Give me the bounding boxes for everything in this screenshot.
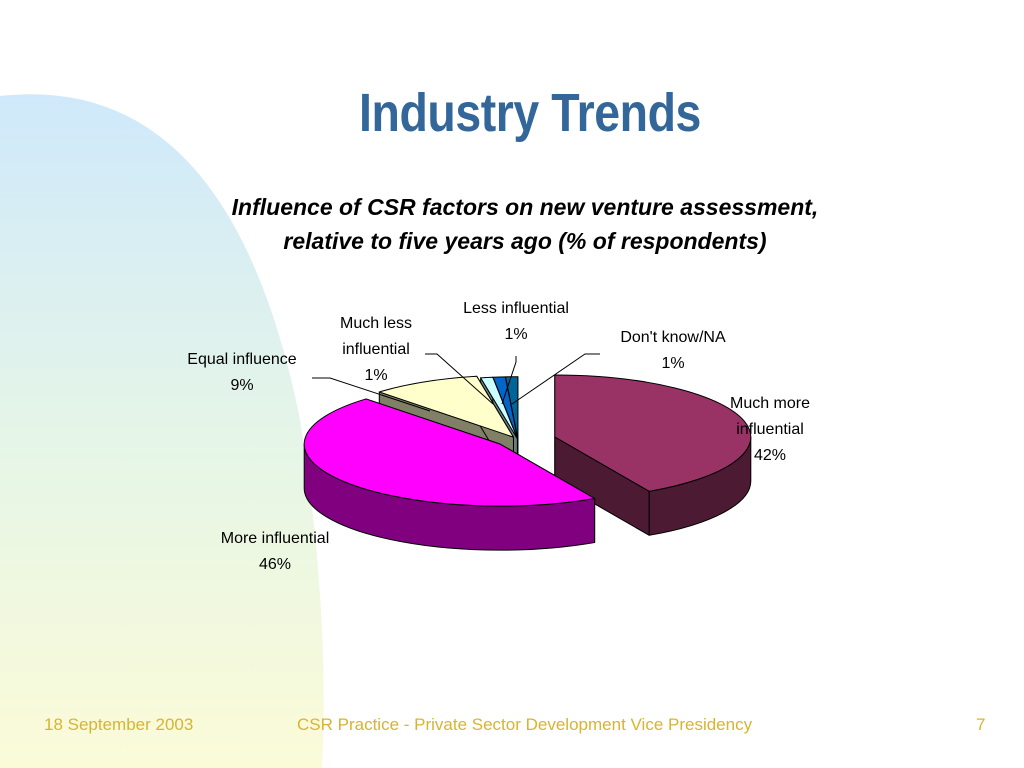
pie-leader-line-2 xyxy=(312,377,431,412)
footer-presentation-title: CSR Practice - Private Sector Developmen… xyxy=(297,715,753,734)
chart-title: Influence of CSR factors on new venture … xyxy=(120,190,930,258)
pie-value-label-2: 9% xyxy=(230,377,253,394)
pie-slice-3 xyxy=(480,376,518,440)
pie-slice-2 xyxy=(378,375,514,438)
pie-category-label-5: Don't know/NA xyxy=(620,329,726,346)
pie-category-label-3: Much less xyxy=(340,315,412,332)
pie-category-label-3: influential xyxy=(342,341,410,358)
pie-category-label-0: influential xyxy=(736,421,804,438)
pie-slice-1 xyxy=(303,398,596,507)
pie-category-label-0: Much more xyxy=(730,395,810,412)
pie-top-layer xyxy=(303,374,752,507)
pie-leader-line-5 xyxy=(511,353,600,405)
pie-leader-line-4 xyxy=(501,356,517,405)
slide-title: Industry Trends xyxy=(359,83,701,143)
footer-page-number: 7 xyxy=(976,715,986,734)
footer-date: 18 September 2003 xyxy=(44,715,194,734)
chart-title-line-2: relative to five years ago (% of respond… xyxy=(283,228,767,254)
pie-value-label-4: 1% xyxy=(504,326,527,343)
pie-category-label-2: Equal influence xyxy=(187,351,297,368)
pie-slice-0 xyxy=(554,374,752,492)
pie-labels: Much more influential 42% More influential 4… xyxy=(187,300,810,573)
pie-leader-line-3 xyxy=(425,353,494,405)
pie-value-label-5: 1% xyxy=(661,355,684,372)
chart-title-line-1: Influence of CSR factors on new venture … xyxy=(231,194,819,220)
pie-category-label-4: Less influential xyxy=(463,300,569,317)
pie-value-label-3: 1% xyxy=(364,367,387,384)
pie-category-label-1: More influential xyxy=(221,530,330,547)
pie-value-label-1: 46% xyxy=(259,556,291,573)
pie-value-label-0: 42% xyxy=(754,447,786,464)
